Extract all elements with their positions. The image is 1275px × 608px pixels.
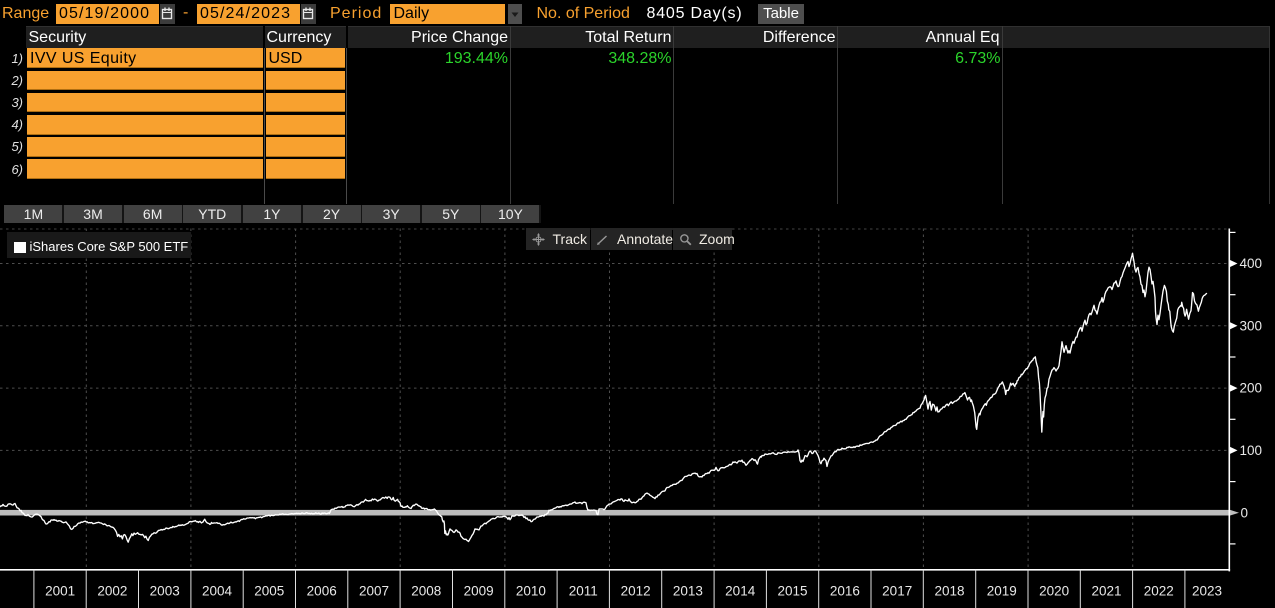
svg-text:2013: 2013 <box>673 584 703 599</box>
svg-text:2005: 2005 <box>254 584 284 599</box>
svg-text:2016: 2016 <box>830 584 860 599</box>
svg-text:2002: 2002 <box>97 584 127 599</box>
svg-text:2014: 2014 <box>725 584 756 599</box>
svg-text:200: 200 <box>1240 381 1263 396</box>
svg-text:2006: 2006 <box>307 584 337 599</box>
svg-text:2009: 2009 <box>464 584 494 599</box>
svg-text:2023: 2023 <box>1192 584 1222 599</box>
svg-text:0: 0 <box>1241 505 1249 520</box>
svg-text:2007: 2007 <box>359 584 389 599</box>
svg-text:2003: 2003 <box>150 584 180 599</box>
svg-text:2010: 2010 <box>516 584 546 599</box>
svg-text:2021: 2021 <box>1091 584 1121 599</box>
svg-text:300: 300 <box>1240 318 1263 333</box>
svg-text:400: 400 <box>1240 256 1263 271</box>
svg-text:2015: 2015 <box>777 584 807 599</box>
svg-text:2022: 2022 <box>1144 584 1174 599</box>
svg-text:2004: 2004 <box>202 584 233 599</box>
svg-text:100: 100 <box>1240 443 1263 458</box>
svg-text:2020: 2020 <box>1039 584 1069 599</box>
svg-text:2012: 2012 <box>621 584 651 599</box>
svg-text:2017: 2017 <box>882 584 912 599</box>
svg-text:2008: 2008 <box>411 584 441 599</box>
svg-text:2011: 2011 <box>569 584 598 599</box>
svg-text:2001: 2001 <box>45 584 75 599</box>
svg-text:2018: 2018 <box>934 584 964 599</box>
svg-text:2019: 2019 <box>987 584 1017 599</box>
